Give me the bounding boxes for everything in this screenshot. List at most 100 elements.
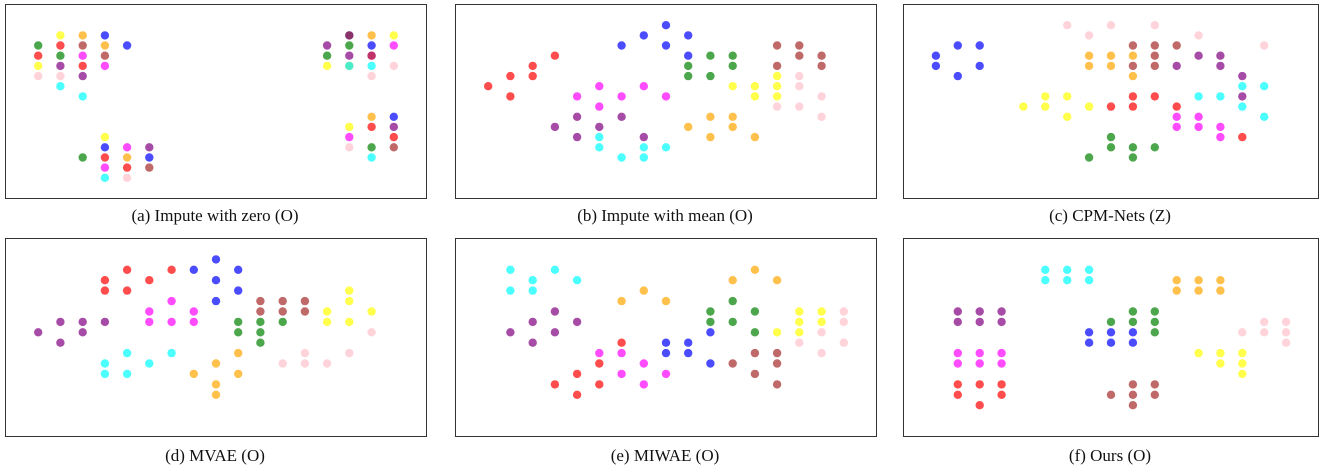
scatter-point xyxy=(997,307,1006,316)
scatter-point xyxy=(322,359,332,368)
scatter-point xyxy=(997,359,1006,368)
scatter-point xyxy=(839,307,848,316)
scatter-point xyxy=(1216,359,1225,368)
scatter-point xyxy=(1194,92,1203,101)
scatter-point xyxy=(772,61,782,71)
scatter-point xyxy=(1106,51,1116,60)
scatter-point xyxy=(506,265,515,274)
scatter-point xyxy=(1238,348,1247,358)
scatter-point xyxy=(122,163,132,172)
scatter-point xyxy=(1106,328,1116,337)
scatter-point xyxy=(345,122,354,132)
scatter-point xyxy=(167,265,176,274)
scatter-point xyxy=(145,276,154,285)
scatter-point xyxy=(1084,102,1094,111)
scatter-point xyxy=(345,143,354,152)
scatter-point xyxy=(345,286,354,295)
scatter-point xyxy=(1128,380,1138,389)
scatter-point xyxy=(1150,143,1159,152)
scatter-point xyxy=(300,359,310,368)
scatter-point xyxy=(367,31,376,40)
scatter-point xyxy=(1172,276,1181,285)
scatter-point xyxy=(684,71,693,81)
scatter-point xyxy=(56,317,65,327)
scatter-point xyxy=(1084,31,1094,40)
scatter-point xyxy=(1172,61,1181,71)
scatter-point xyxy=(617,338,626,347)
scatter-plot xyxy=(5,238,427,437)
scatter-point xyxy=(728,51,737,60)
scatter-point xyxy=(145,153,154,162)
scatter-point xyxy=(389,143,398,152)
scatter-point xyxy=(1063,265,1072,274)
scatter-point xyxy=(953,390,962,399)
scatter-point xyxy=(997,348,1006,358)
scatter-point xyxy=(122,173,132,182)
scatter-point xyxy=(953,348,962,358)
scatter-point xyxy=(706,317,715,327)
scatter-point xyxy=(34,41,43,50)
scatter-point xyxy=(684,122,693,132)
scatter-point xyxy=(1084,51,1094,60)
scatter-point xyxy=(345,41,354,50)
scatter-svg xyxy=(953,265,1291,410)
scatter-point xyxy=(145,307,154,316)
scatter-point xyxy=(1238,71,1247,81)
scatter-point xyxy=(550,122,560,132)
scatter-point xyxy=(975,401,984,410)
scatter-point xyxy=(34,61,43,71)
scatter-point xyxy=(1172,286,1181,295)
scatter-point xyxy=(1216,92,1225,101)
scatter-point xyxy=(617,369,626,379)
scatter-point xyxy=(256,317,265,327)
scatter-point xyxy=(728,359,737,368)
scatter-point xyxy=(1238,82,1247,91)
scatter-point xyxy=(1194,112,1203,122)
scatter-point xyxy=(189,265,198,274)
scatter-point xyxy=(189,307,198,316)
scatter-point xyxy=(78,61,87,71)
scatter-point xyxy=(56,82,65,91)
scatter-point xyxy=(1216,348,1225,358)
scatter-point xyxy=(167,296,176,306)
scatter-point xyxy=(639,359,648,368)
scatter-point xyxy=(78,51,87,60)
caption: (c) CPM-Nets (Z) xyxy=(1049,206,1171,225)
scatter-point xyxy=(572,276,582,285)
scatter-point xyxy=(728,82,737,91)
scatter-point xyxy=(1150,51,1159,60)
scatter-point xyxy=(550,328,560,337)
scatter-point xyxy=(750,307,760,316)
scatter-point xyxy=(211,380,221,389)
caption: (b) Impute with mean (O) xyxy=(577,206,753,225)
scatter-point xyxy=(1128,401,1138,410)
scatter-point xyxy=(345,132,354,142)
scatter-point xyxy=(367,41,376,50)
scatter-point xyxy=(617,153,626,162)
scatter-point xyxy=(953,71,962,81)
scatter-point xyxy=(639,380,648,389)
scatter-point xyxy=(100,163,110,172)
scatter-point xyxy=(572,317,582,327)
scatter-point xyxy=(550,307,560,316)
scatter-point xyxy=(1172,41,1181,50)
caption: (e) MIWAE (O) xyxy=(610,446,720,465)
scatter-point xyxy=(1194,276,1203,285)
scatter-point xyxy=(1150,21,1159,30)
scatter-plot xyxy=(455,238,877,437)
scatter-point xyxy=(1238,369,1247,379)
scatter-point xyxy=(256,307,265,316)
scatter-point xyxy=(1106,390,1116,399)
scatter-point xyxy=(300,348,310,358)
scatter-point xyxy=(389,112,398,122)
scatter-point xyxy=(997,317,1006,327)
scatter-point xyxy=(256,296,265,306)
scatter-point xyxy=(975,317,984,327)
scatter-point xyxy=(1128,317,1138,327)
scatter-point xyxy=(617,348,626,358)
scatter-plot xyxy=(5,4,427,199)
scatter-point xyxy=(684,61,693,71)
scatter-point xyxy=(1063,112,1072,122)
scatter-point xyxy=(1194,348,1203,358)
scatter-point xyxy=(1216,286,1225,295)
